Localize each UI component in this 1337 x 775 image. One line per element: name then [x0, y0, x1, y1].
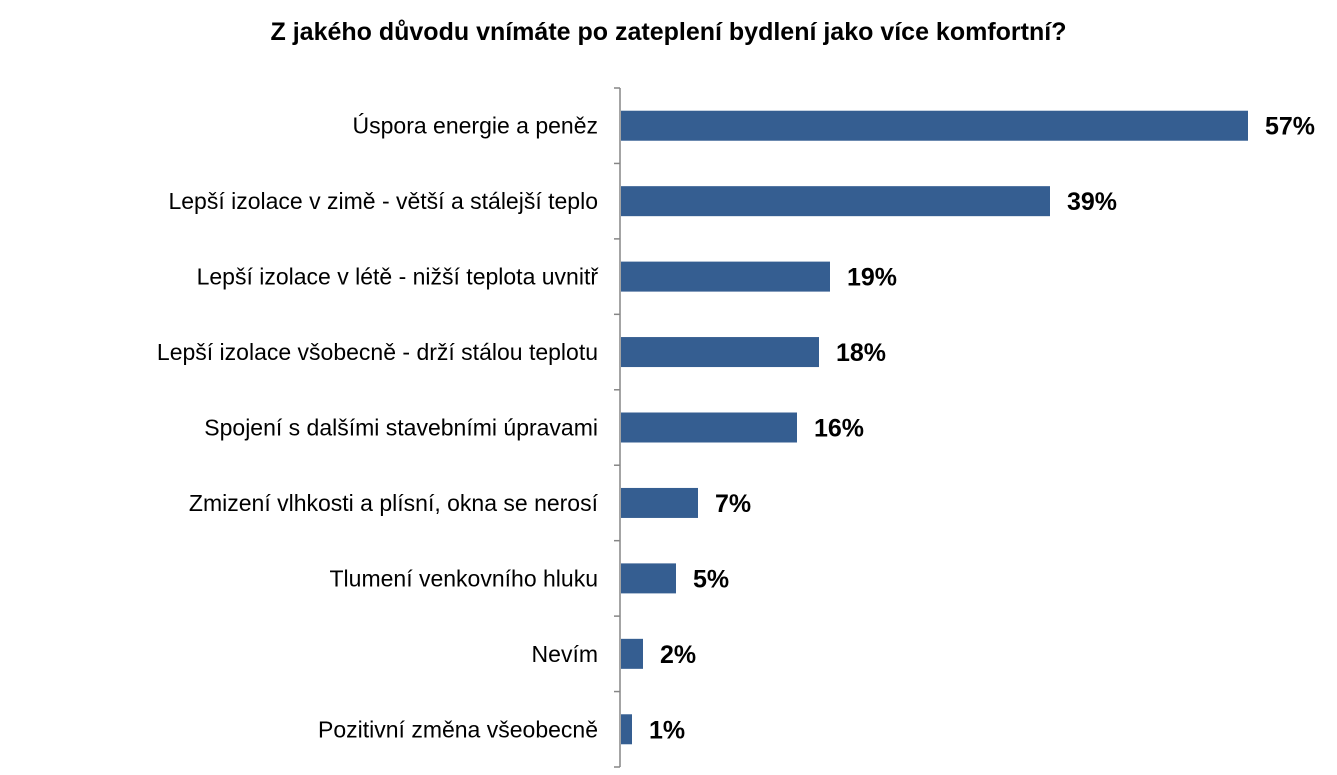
category-label: Úspora energie a peněz: [353, 113, 599, 139]
value-label: 1%: [649, 716, 685, 744]
value-label: 18%: [836, 339, 886, 367]
bar-2: [621, 186, 1050, 217]
chart-title: Z jakého důvodu vnímáte po zateplení byd…: [270, 18, 1067, 46]
value-label: 2%: [660, 641, 696, 669]
bar-5: [621, 412, 797, 443]
axis-layer: [614, 87, 621, 768]
category-label: Spojení s dalšími stavebními úpravami: [204, 415, 598, 441]
bar-1: [621, 110, 1248, 141]
bar-9: [621, 714, 632, 745]
category-label: Zmizení vlhkosti a plísní, okna se neros…: [189, 490, 599, 516]
bar-3: [621, 261, 830, 292]
labels-layer: Úspora energie a peněz 57% Lepší izolace v…: [157, 113, 1315, 745]
value-label: 7%: [715, 490, 751, 518]
bar-4: [621, 337, 819, 368]
value-label: 19%: [847, 264, 897, 292]
category-label: Pozitivní změna všeobecně: [318, 716, 598, 742]
bars-layer: [621, 110, 1248, 745]
value-label: 16%: [814, 415, 864, 443]
category-label: Nevím: [532, 641, 598, 667]
bar-7: [621, 563, 676, 594]
value-label: 57%: [1265, 113, 1315, 141]
category-label: Lepší izolace v létě - nižší teplota uvn…: [197, 264, 600, 290]
category-label: Tlumení venkovního hluku: [330, 565, 599, 591]
value-label: 39%: [1067, 188, 1117, 216]
value-label: 5%: [693, 565, 729, 593]
category-label: Lepší izolace v zimě - větší a stálejší …: [168, 188, 598, 214]
bar-6: [621, 487, 698, 518]
bar-8: [621, 638, 643, 669]
category-label: Lepší izolace všobecně - drží stálou tep…: [157, 339, 598, 365]
